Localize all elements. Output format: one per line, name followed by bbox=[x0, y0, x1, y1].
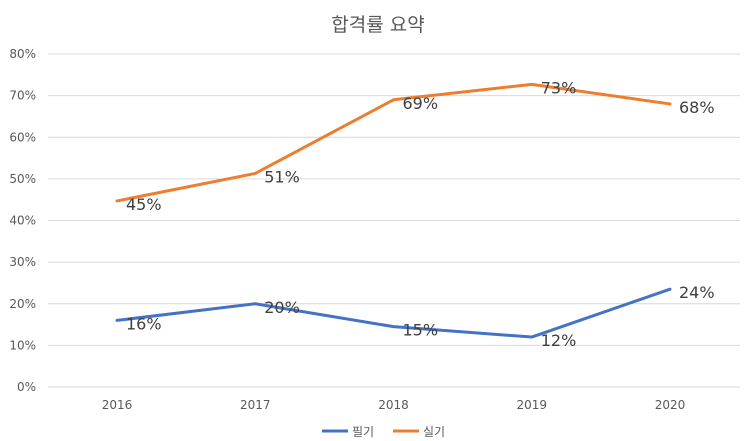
data-label: 24% bbox=[679, 283, 715, 302]
y-tick-label: 80% bbox=[9, 47, 36, 61]
series-lines bbox=[115, 82, 672, 339]
data-label: 20% bbox=[264, 298, 300, 317]
y-tick-label: 20% bbox=[9, 297, 36, 311]
data-label: 51% bbox=[264, 167, 300, 186]
data-label: 69% bbox=[403, 94, 439, 113]
series-line-1 bbox=[115, 287, 672, 339]
data-label: 16% bbox=[126, 314, 162, 333]
data-label: 68% bbox=[679, 98, 715, 117]
y-tick-label: 30% bbox=[9, 255, 36, 269]
x-tick-label: 2020 bbox=[655, 398, 686, 412]
data-label: 73% bbox=[541, 78, 577, 97]
y-axis: 0% 10% 20% 30% 40% 50% 60% 70% 80% bbox=[9, 47, 36, 394]
grid-lines bbox=[48, 53, 740, 388]
y-tick-label: 50% bbox=[9, 172, 36, 186]
y-tick-label: 40% bbox=[9, 214, 36, 228]
y-tick-label: 60% bbox=[9, 130, 36, 144]
legend-label: 필기 bbox=[352, 425, 374, 439]
legend: 필기 실기 bbox=[322, 425, 445, 439]
data-labels: 16% 20% 15% 12% 24% 45% 51% 69% 73% 68% bbox=[126, 78, 715, 350]
data-label: 45% bbox=[126, 195, 162, 214]
series-line-2 bbox=[115, 82, 672, 203]
x-axis: 2016 2017 2018 2019 2020 bbox=[102, 398, 686, 412]
x-tick-label: 2019 bbox=[516, 398, 547, 412]
legend-label: 실기 bbox=[423, 425, 445, 439]
x-tick-label: 2018 bbox=[378, 398, 409, 412]
y-tick-label: 10% bbox=[9, 338, 36, 352]
chart-title: 합격률 요약 bbox=[331, 14, 424, 36]
data-label: 15% bbox=[403, 321, 439, 340]
y-tick-label: 0% bbox=[17, 380, 36, 394]
data-label: 12% bbox=[541, 331, 577, 350]
y-tick-label: 70% bbox=[9, 89, 36, 103]
x-tick-label: 2017 bbox=[240, 398, 271, 412]
x-tick-label: 2016 bbox=[102, 398, 133, 412]
